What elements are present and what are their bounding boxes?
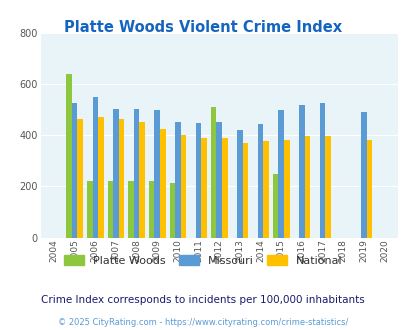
Bar — [216, 122, 222, 238]
Bar — [175, 122, 180, 238]
Bar — [113, 109, 119, 238]
Bar — [324, 136, 330, 238]
Bar — [366, 140, 371, 238]
Bar — [134, 109, 139, 238]
Bar — [319, 103, 324, 238]
Bar — [195, 123, 201, 238]
Bar — [257, 124, 263, 238]
Bar — [92, 97, 98, 238]
Bar — [222, 138, 227, 238]
Text: Platte Woods Violent Crime Index: Platte Woods Violent Crime Index — [64, 20, 341, 35]
Bar — [66, 74, 72, 238]
Bar — [107, 182, 113, 238]
Bar — [87, 182, 92, 238]
Bar — [283, 140, 289, 238]
Bar — [210, 107, 216, 238]
Bar — [272, 174, 278, 238]
Bar — [77, 119, 83, 238]
Bar — [180, 135, 186, 238]
Bar — [128, 182, 134, 238]
Bar — [160, 129, 165, 238]
Bar — [278, 110, 283, 238]
Bar — [237, 130, 242, 238]
Bar — [154, 110, 160, 238]
Bar — [119, 119, 124, 238]
Bar — [304, 136, 309, 238]
Bar — [242, 144, 247, 238]
Bar — [263, 141, 268, 238]
Text: Crime Index corresponds to incidents per 100,000 inhabitants: Crime Index corresponds to incidents per… — [41, 295, 364, 305]
Legend: Platte Woods, Missouri, National: Platte Woods, Missouri, National — [59, 250, 346, 270]
Bar — [98, 117, 103, 238]
Bar — [298, 105, 304, 238]
Bar — [139, 122, 145, 238]
Bar — [72, 103, 77, 238]
Bar — [169, 182, 175, 238]
Bar — [201, 138, 207, 238]
Bar — [360, 112, 366, 238]
Bar — [149, 182, 154, 238]
Text: © 2025 CityRating.com - https://www.cityrating.com/crime-statistics/: © 2025 CityRating.com - https://www.city… — [58, 318, 347, 327]
